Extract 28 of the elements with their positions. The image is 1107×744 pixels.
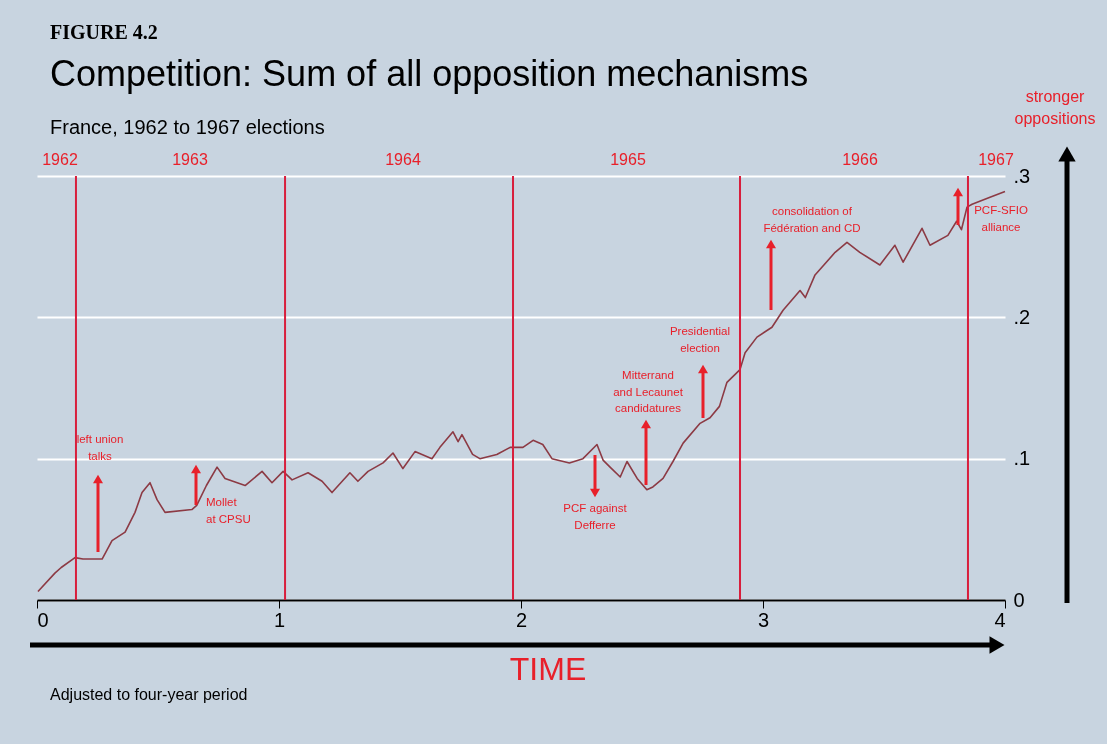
annotation: Presidential election — [669, 325, 731, 354]
y-tick-label: .3 — [1013, 164, 1031, 187]
y-tick-label: 0 — [1013, 588, 1025, 611]
caption: FIGURE 4.2 — [50, 21, 158, 43]
annotation: left union talks — [76, 433, 124, 462]
y-tick-label: .1 — [1013, 447, 1031, 470]
text: 1966 — [842, 151, 878, 168]
annotation: consolidation of Fédération and CD — [763, 205, 861, 234]
chart-title: Competition: Sum of all opposition mechanisms — [50, 53, 809, 94]
y-axis-title: stronger oppositions — [1014, 88, 1096, 127]
y-tick-label: .2 — [1013, 305, 1031, 328]
text: Adjusted to four-year period — [50, 686, 248, 703]
annotation: Mollet at CPSU — [206, 496, 251, 525]
chart-subtitle: France, 1962 to 1967 elections — [50, 116, 325, 138]
x-axis-title: TIME — [509, 651, 587, 687]
x-tick-label: 2 — [515, 608, 528, 631]
annotation: PCF-SFIO alliance — [974, 204, 1028, 233]
x-tick-label: 0 — [37, 608, 49, 631]
x-tick-label: 3 — [757, 608, 770, 631]
annotation: PCF against Defferre — [563, 502, 628, 531]
annotation: Mitterrand and Lecaunet candidatures — [613, 369, 684, 414]
text: 1967 — [978, 151, 1014, 168]
text: 1964 — [385, 151, 421, 168]
x-tick-label: 1 — [273, 608, 286, 631]
x-tick-label: 4 — [994, 608, 1006, 631]
text: 1963 — [172, 151, 208, 168]
text: 1965 — [610, 151, 646, 168]
text: 1962 — [42, 151, 78, 168]
